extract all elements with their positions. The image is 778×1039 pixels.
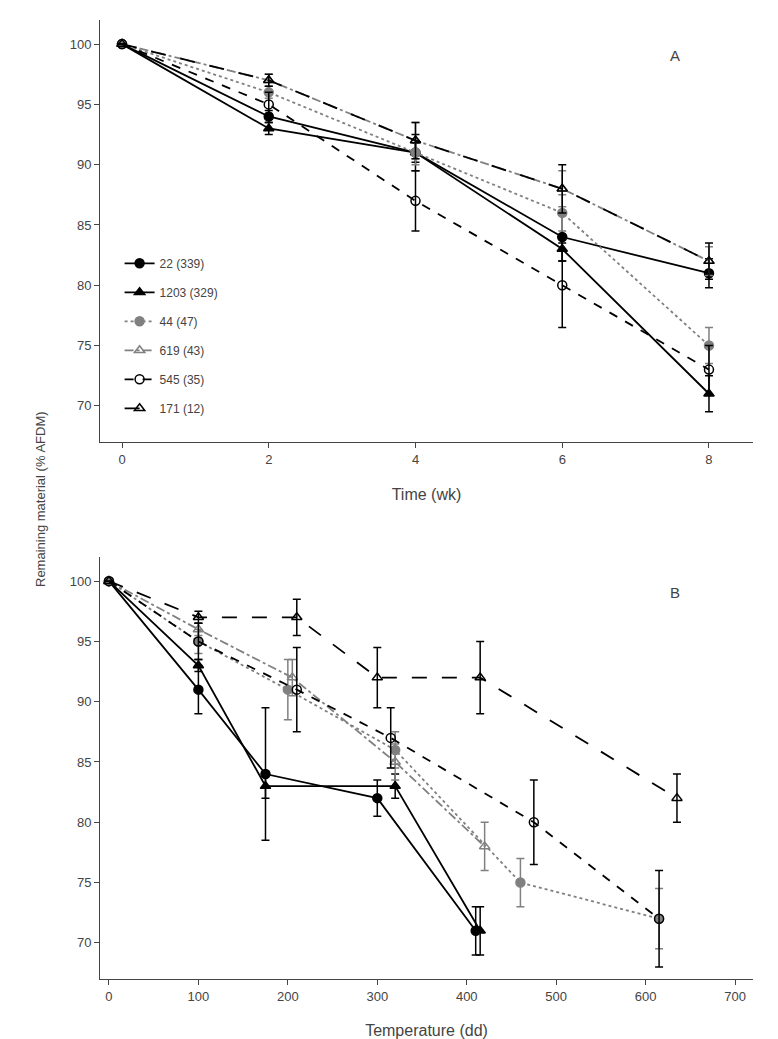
svg-text:1203 (329): 1203 (329) [160,286,218,300]
svg-text:171 (12): 171 (12) [160,402,205,416]
svg-text:A: A [670,47,680,64]
svg-text:B: B [670,584,680,601]
svg-text:200: 200 [277,989,299,1004]
svg-text:2: 2 [265,452,272,467]
svg-text:4: 4 [412,452,419,467]
svg-text:85: 85 [77,218,91,233]
svg-text:44 (47): 44 (47) [160,315,198,329]
svg-text:22 (339): 22 (339) [160,257,205,271]
svg-text:90: 90 [77,694,91,709]
svg-text:300: 300 [366,989,388,1004]
svg-text:70: 70 [77,398,91,413]
svg-text:0: 0 [105,989,112,1004]
svg-text:500: 500 [545,989,567,1004]
svg-text:95: 95 [77,97,91,112]
svg-text:619 (43): 619 (43) [160,344,205,358]
svg-text:95: 95 [77,634,91,649]
svg-text:0: 0 [118,452,125,467]
svg-text:Remaining material (% AFDM): Remaining material (% AFDM) [33,411,48,587]
svg-text:75: 75 [77,338,91,353]
svg-text:85: 85 [77,755,91,770]
svg-text:80: 80 [77,815,91,830]
svg-text:75: 75 [77,875,91,890]
svg-text:Time (wk): Time (wk) [392,486,462,503]
svg-text:Temperature (dd): Temperature (dd) [365,1022,488,1039]
svg-text:700: 700 [724,989,746,1004]
svg-text:100: 100 [70,37,92,52]
svg-text:100: 100 [70,574,92,589]
svg-text:70: 70 [77,935,91,950]
svg-text:80: 80 [77,278,91,293]
svg-text:90: 90 [77,157,91,172]
svg-text:8: 8 [705,452,712,467]
svg-text:545 (35): 545 (35) [160,373,205,387]
svg-text:600: 600 [635,989,657,1004]
svg-text:6: 6 [559,452,566,467]
svg-text:400: 400 [456,989,478,1004]
svg-text:100: 100 [188,989,210,1004]
